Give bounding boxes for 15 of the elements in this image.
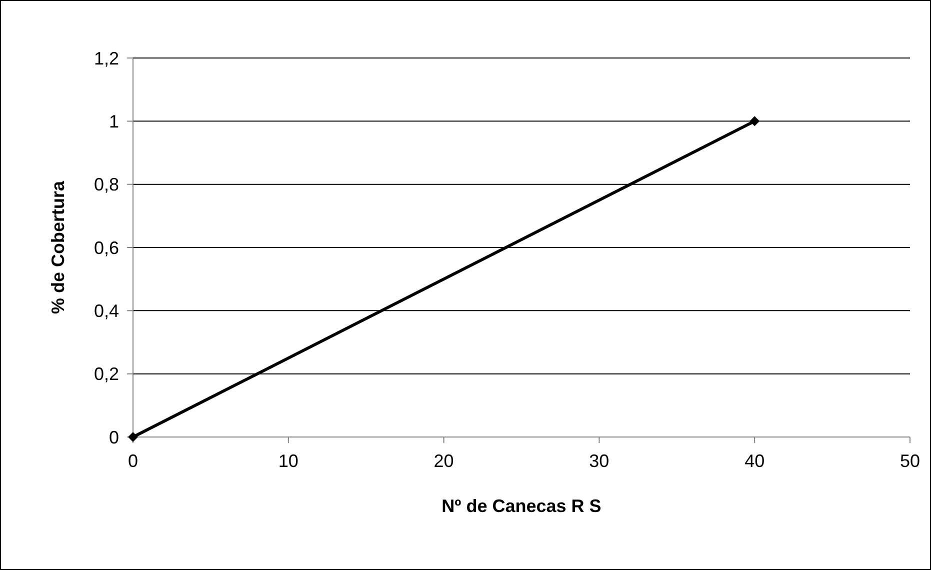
x-tick-label: 10 xyxy=(278,451,298,471)
x-axis-title: Nº de Canecas R S xyxy=(442,496,602,516)
x-tick-label: 20 xyxy=(434,451,454,471)
x-tick-label: 40 xyxy=(744,451,765,471)
x-tick-label: 0 xyxy=(128,451,138,471)
y-tick-label: 0,6 xyxy=(94,238,119,258)
y-tick-label: 0,8 xyxy=(94,174,119,195)
x-tick-label: 30 xyxy=(589,451,610,471)
y-tick-label: 1,2 xyxy=(94,48,119,68)
y-tick-label: 1 xyxy=(108,111,119,132)
y-tick-label: 0,2 xyxy=(94,364,119,384)
x-tick-label: 50 xyxy=(900,451,920,471)
y-tick-label: 0 xyxy=(108,427,119,448)
y-tick-label: 0,4 xyxy=(94,300,119,321)
y-axis-title: % de Cobertura xyxy=(48,180,68,314)
